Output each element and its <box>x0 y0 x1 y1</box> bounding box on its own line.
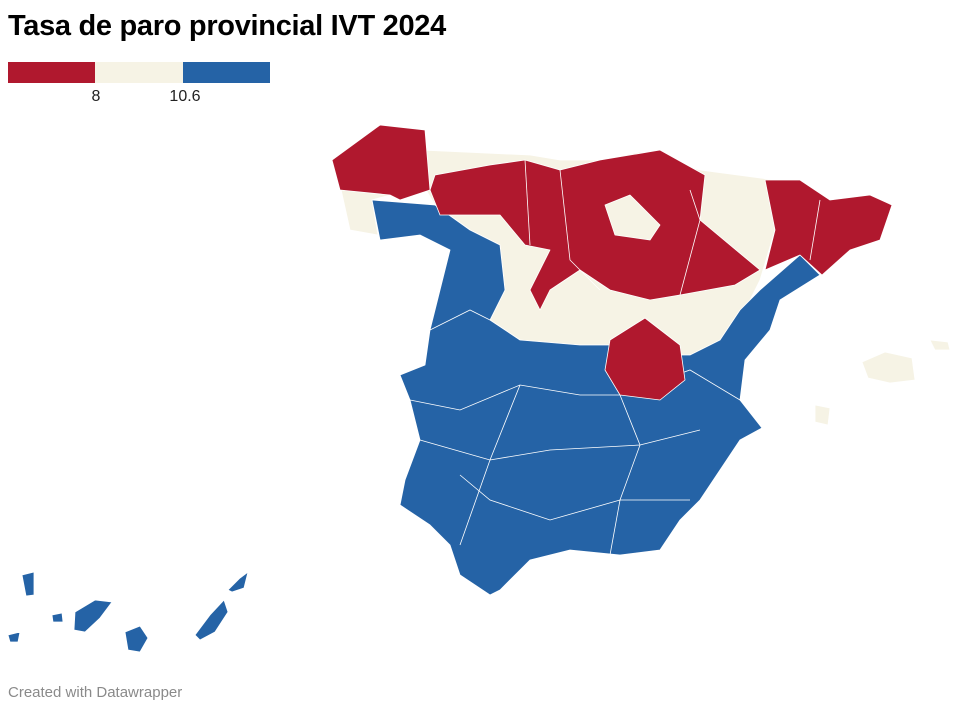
legend-mid-swatch <box>95 62 183 83</box>
attribution: Created with Datawrapper <box>8 684 183 701</box>
region-high <box>73 599 113 633</box>
region-mid <box>861 351 916 384</box>
region-low <box>604 317 686 401</box>
region-high <box>124 625 149 653</box>
region-low <box>764 179 893 276</box>
color-legend <box>8 62 270 83</box>
legend-low-swatch <box>8 62 96 83</box>
region-mid <box>929 339 951 351</box>
legend-break-label: 10.6 <box>169 88 201 105</box>
region-high <box>21 571 35 597</box>
region-low <box>331 124 431 201</box>
legend-high-swatch <box>182 62 270 83</box>
region-high <box>227 571 249 593</box>
chart-title: Tasa de paro provincial IVT 2024 <box>8 10 446 42</box>
region-high <box>7 631 21 643</box>
region-mid <box>814 404 831 426</box>
region-high <box>51 612 64 623</box>
region-high <box>194 599 229 641</box>
region-mid <box>604 194 661 241</box>
region-high <box>371 199 821 596</box>
legend-break-label: 8 <box>91 88 101 105</box>
